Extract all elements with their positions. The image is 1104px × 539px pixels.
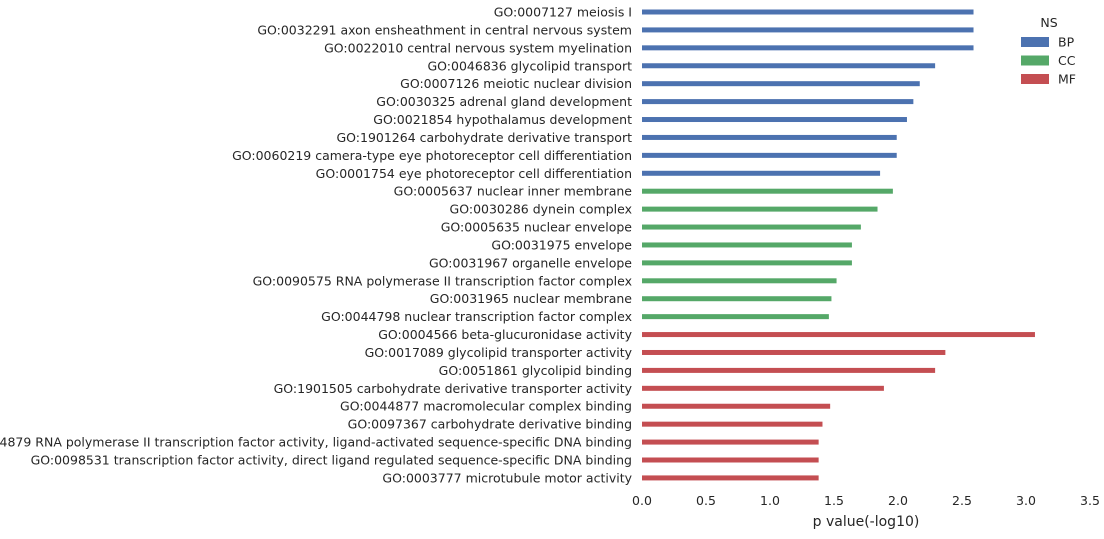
bar xyxy=(642,332,1035,338)
bar xyxy=(642,349,946,355)
bar xyxy=(642,385,884,391)
bar xyxy=(642,188,893,194)
category-label: GO:0003777 microtubule motor activity xyxy=(382,470,632,485)
x-tick-label: 1.5 xyxy=(824,493,844,508)
legend-swatch xyxy=(1021,37,1049,47)
bars-layer xyxy=(642,9,1035,481)
bar xyxy=(642,403,831,409)
category-label: GO:0044877 macromolecular complex bindin… xyxy=(340,399,632,414)
x-tick-label: 2.5 xyxy=(952,493,972,508)
x-tick-label: 3.0 xyxy=(1016,493,1036,508)
legend-label: MF xyxy=(1058,72,1076,87)
x-axis-title: p value(-log10) xyxy=(813,514,920,530)
legend: NS BP CC MF xyxy=(1021,15,1076,87)
bar xyxy=(642,206,878,212)
bar xyxy=(642,152,897,158)
category-label: GO:0030286 dynein complex xyxy=(450,202,632,217)
category-label: GO:0098531 transcription factor activity… xyxy=(31,453,632,468)
bar xyxy=(642,27,974,33)
category-label: GO:0022010 central nervous system myelin… xyxy=(324,40,632,55)
bar xyxy=(642,45,974,51)
category-label: GO:0032291 axon ensheathment in central … xyxy=(257,22,632,37)
x-tick-label: 2.0 xyxy=(888,493,908,508)
category-label: GO:0004566 beta-glucuronidase activity xyxy=(378,327,632,342)
category-label: GO:0031975 envelope xyxy=(491,237,632,252)
bar xyxy=(642,224,861,230)
x-tick-label: 1.0 xyxy=(760,493,780,508)
x-axis: 0.0 0.5 1.0 1.5 2.0 2.5 3.0 3.5 xyxy=(632,493,1100,508)
legend-swatch xyxy=(1021,74,1049,84)
x-tick-label: 0.5 xyxy=(696,493,716,508)
category-label: GO:0090575 RNA polymerase II transcripti… xyxy=(253,273,632,288)
bar xyxy=(642,475,819,481)
x-tick-label: 3.5 xyxy=(1080,493,1100,508)
bar xyxy=(642,296,832,302)
bar xyxy=(642,170,881,176)
category-label: GO:0060219 camera-type eye photoreceptor… xyxy=(232,148,632,163)
bar xyxy=(642,63,936,69)
bar xyxy=(642,134,897,140)
legend-swatch xyxy=(1021,55,1049,66)
bar xyxy=(642,117,907,123)
category-label: GO:0030325 adrenal gland development xyxy=(376,94,632,109)
bar xyxy=(642,439,819,445)
bar xyxy=(642,81,920,87)
bar xyxy=(642,421,823,427)
category-label: GO:0017089 glycolipid transporter activi… xyxy=(365,345,633,360)
legend-label: BP xyxy=(1058,35,1075,50)
bar xyxy=(642,242,852,248)
bar xyxy=(642,367,936,373)
category-label: GO:0097367 carbohydrate derivative bindi… xyxy=(348,417,632,432)
category-label: GO:1901505 carbohydrate derivative trans… xyxy=(274,381,633,396)
legend-title: NS xyxy=(1040,15,1057,30)
category-label: GO:0021854 hypothalamus development xyxy=(373,112,632,127)
category-label: GO:0044798 nuclear transcription factor … xyxy=(321,309,632,324)
category-label: GO:0051861 glycolipid binding xyxy=(439,363,632,378)
category-label: GO:0005637 nuclear inner membrane xyxy=(394,184,633,199)
bar xyxy=(642,9,974,15)
category-label: GO:0031967 organelle envelope xyxy=(429,255,632,270)
legend-label: CC xyxy=(1058,53,1076,68)
bar xyxy=(642,314,829,320)
category-label: GO:0007127 meiosis I xyxy=(494,5,632,20)
category-label: GO:0001754 eye photoreceptor cell differ… xyxy=(316,166,632,181)
category-label: GO:0004879 RNA polymerase II transcripti… xyxy=(0,435,632,450)
bar xyxy=(642,99,914,105)
category-label: GO:0046836 glycolipid transport xyxy=(427,58,632,73)
category-labels: GO:0007127 meiosis I GO:0032291 axon ensh… xyxy=(0,5,633,486)
category-label: GO:0007126 meiotic nuclear division xyxy=(400,76,632,91)
bar xyxy=(642,457,819,463)
category-label: GO:0031965 nuclear membrane xyxy=(430,291,633,306)
x-tick-label: 0.0 xyxy=(632,493,652,508)
category-label: GO:0005635 nuclear envelope xyxy=(441,220,633,235)
category-label: GO:1901264 carbohydrate derivative trans… xyxy=(336,130,632,145)
bar xyxy=(642,260,852,266)
bar xyxy=(642,278,837,284)
